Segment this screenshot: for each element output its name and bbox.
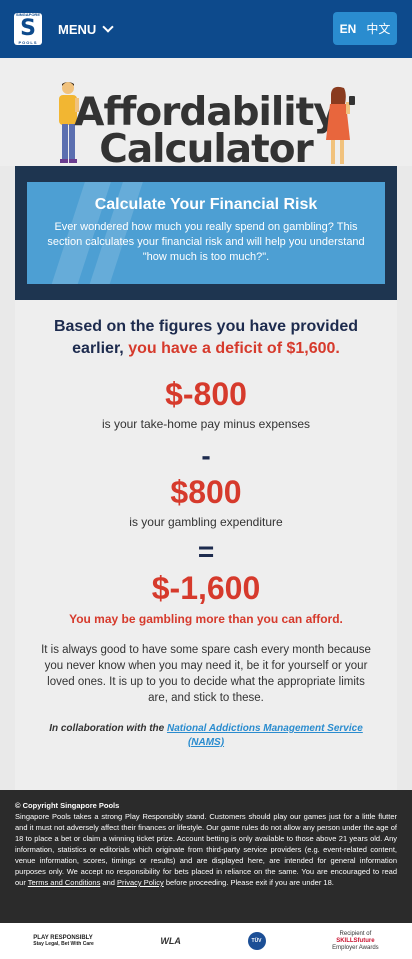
affordability-warning: You may be gambling more than you can af…: [69, 612, 343, 626]
lang-zh-option[interactable]: 中文: [366, 22, 391, 36]
result-intro: Based on the figures you have provided e…: [15, 316, 397, 360]
tuv-certification-logo: TÜV: [247, 932, 266, 950]
page-title: Affordability Calculator: [0, 90, 412, 172]
privacy-link[interactable]: Privacy Policy: [117, 878, 164, 887]
results-panel: Based on the figures you have provided e…: [15, 300, 397, 790]
gambling-value: $800: [170, 474, 242, 510]
result-value: $-1,600: [151, 570, 261, 606]
singapore-pools-logo[interactable]: SINGAPORE S POOLS: [14, 12, 42, 45]
menu-label: MENU: [58, 21, 97, 37]
minus-operator: -: [201, 440, 211, 471]
page-title-line1: Affordability: [74, 90, 338, 135]
wla-logo: WLA: [160, 936, 181, 946]
man-with-phone-illustration: [59, 82, 79, 163]
top-header: SINGAPORE S POOLS MENU EN 中文: [0, 0, 412, 58]
banner-description: Ever wondered how much you really spend …: [47, 221, 365, 263]
deficit-statement: you have a deficit of $1,600.: [128, 340, 340, 357]
play-responsibly-title: PLAY RESPONSIBLY: [33, 935, 93, 941]
banner-title: Calculate Your Financial Risk: [94, 196, 318, 213]
logo-bottom-text: POOLS: [18, 40, 38, 45]
legal-and-text: and: [102, 878, 115, 887]
nams-link[interactable]: National Addictions Management Service (…: [166, 723, 363, 748]
legal-end-text: before proceeding. Please exit if you ar…: [165, 878, 334, 887]
woman-with-phone-illustration: [326, 86, 355, 164]
play-responsibly-sub: Stay Legal, Bet With Care: [33, 941, 94, 947]
skills-prefix: Recipient of: [339, 930, 372, 937]
gambling-caption: is your gambling expenditure: [129, 515, 283, 529]
partner-logos: PLAY RESPONSIBLY Stay Legal, Bet With Ca…: [0, 923, 412, 959]
collab-prefix: In collaboration with the: [49, 723, 165, 734]
page-title-line2: Calculator: [99, 127, 314, 172]
calculator-frame: Calculate Your Financial Risk Ever wonde…: [15, 166, 397, 300]
skills-sub: Employer Awards: [332, 944, 379, 951]
lang-en-option[interactable]: EN: [339, 21, 357, 36]
language-switcher[interactable]: EN 中文: [333, 12, 397, 45]
financial-risk-banner: Calculate Your Financial Risk Ever wonde…: [27, 182, 385, 284]
menu-button[interactable]: MENU: [58, 21, 114, 37]
skillsfuture-logo: Recipient of SKILLSfuture Employer Award…: [332, 931, 379, 952]
skills-brand: SKILLSfuture: [336, 937, 375, 944]
logo-letter: S: [20, 16, 36, 41]
advice-text: It is always good to have some spare cas…: [41, 644, 371, 704]
collaboration-note: In collaboration with the National Addic…: [15, 722, 397, 750]
hero-section: Affordability Calculator: [0, 58, 412, 172]
takehome-caption: is your take-home pay minus expenses: [101, 417, 311, 431]
logo-top-text: SINGAPORE: [15, 12, 40, 17]
equals-operator: =: [197, 536, 215, 567]
copyright-text: © Copyright Singapore Pools: [15, 801, 120, 810]
play-responsibly-logo: PLAY RESPONSIBLY Stay Legal, Bet With Ca…: [33, 935, 94, 947]
legal-disclaimer: Singapore Pools takes a strong Play Resp…: [15, 811, 397, 888]
footer: © Copyright Singapore Pools Singapore Po…: [0, 790, 412, 923]
legal-main-text: Singapore Pools takes a strong Play Resp…: [15, 812, 397, 887]
takehome-value: $-800: [165, 376, 247, 412]
chevron-down-icon: [102, 21, 114, 33]
terms-link[interactable]: Terms and Conditions: [27, 878, 101, 887]
result-intro-text: Based on the figures you have provided e…: [53, 318, 359, 357]
